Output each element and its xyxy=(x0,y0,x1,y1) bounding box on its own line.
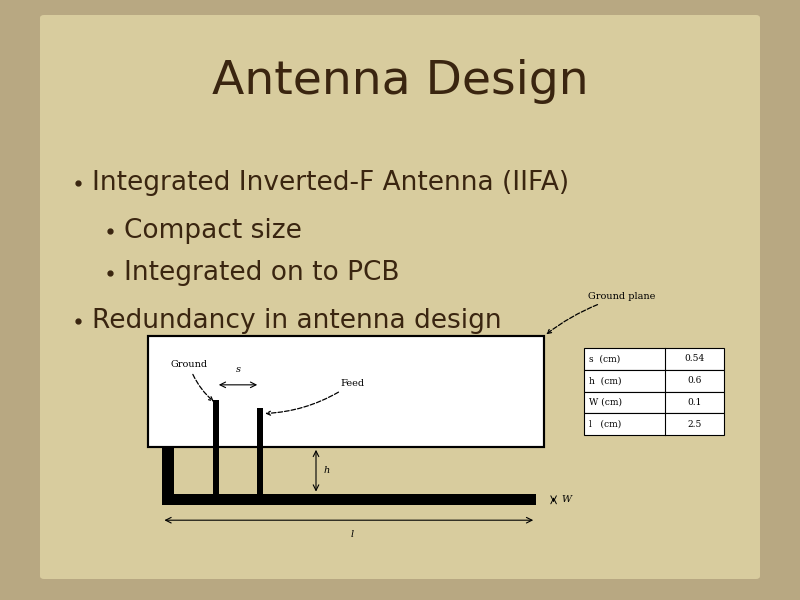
Text: Integrated Inverted-F Antenna (IIFA): Integrated Inverted-F Antenna (IIFA) xyxy=(92,170,569,196)
Text: Antenna Design: Antenna Design xyxy=(212,58,588,103)
FancyBboxPatch shape xyxy=(40,15,760,579)
Text: l: l xyxy=(350,530,354,539)
Bar xyxy=(213,400,219,494)
Bar xyxy=(162,494,536,505)
Text: 0.54: 0.54 xyxy=(685,355,705,364)
Text: W (cm): W (cm) xyxy=(589,398,622,407)
Text: h: h xyxy=(324,466,330,475)
Text: 2.5: 2.5 xyxy=(687,419,702,428)
Text: Compact size: Compact size xyxy=(124,218,302,244)
Text: s  (cm): s (cm) xyxy=(589,355,620,364)
Text: W: W xyxy=(562,496,571,504)
Bar xyxy=(162,447,174,494)
Text: Ground plane: Ground plane xyxy=(547,292,655,334)
Bar xyxy=(148,336,544,447)
Bar xyxy=(584,348,724,370)
Text: h  (cm): h (cm) xyxy=(589,376,622,385)
Text: Ground: Ground xyxy=(170,360,213,401)
Bar xyxy=(584,370,724,391)
Bar xyxy=(257,407,263,494)
Bar xyxy=(584,413,724,435)
Bar xyxy=(584,391,724,413)
Bar xyxy=(148,336,544,447)
Text: Feed: Feed xyxy=(266,379,364,415)
Text: Redundancy in antenna design: Redundancy in antenna design xyxy=(92,308,502,334)
Text: s: s xyxy=(235,365,241,374)
Text: 0.1: 0.1 xyxy=(687,398,702,407)
Text: Integrated on to PCB: Integrated on to PCB xyxy=(124,260,399,286)
Text: 0.6: 0.6 xyxy=(687,376,702,385)
Text: l   (cm): l (cm) xyxy=(589,419,621,428)
